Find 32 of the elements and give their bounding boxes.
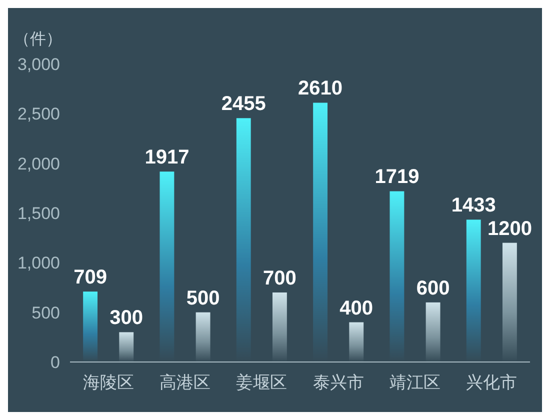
y-tick-label: 0 [50,352,60,372]
y-axis-title: （件） [14,29,62,48]
data-label: 600 [416,277,450,300]
data-label: 2610 [298,78,343,100]
x-tick-label: 靖江区 [390,373,440,393]
y-tick-label: 2,000 [17,154,60,174]
x-tick-label: 姜堰区 [236,373,288,393]
x-tick-label: 海陵区 [82,373,134,393]
y-tick-label: 3,000 [17,54,60,74]
data-label: 700 [263,267,296,290]
data-label: 400 [340,297,374,320]
data-label: 1719 [374,166,420,188]
x-tick-label: 兴化市 [466,373,518,393]
data-label: 2455 [221,93,266,116]
y-tick-label: 1,000 [17,254,60,273]
x-tick-label: 泰兴市 [312,373,364,393]
data-label: 1433 [451,194,496,217]
data-label: 500 [186,287,220,310]
data-label: 1200 [487,218,532,240]
x-tick-label: 高港区 [160,373,210,393]
bar [349,322,364,362]
bar [196,312,210,362]
bar [426,302,440,362]
y-tick-label: 1,500 [17,204,60,223]
bar [272,292,287,362]
data-label: 709 [74,266,107,289]
y-tick-label: 2,500 [17,104,60,124]
data-label: 300 [110,307,144,330]
bar [83,292,98,362]
bar [119,332,134,362]
y-tick-label: 500 [32,303,60,322]
data-label: 1917 [144,146,190,169]
